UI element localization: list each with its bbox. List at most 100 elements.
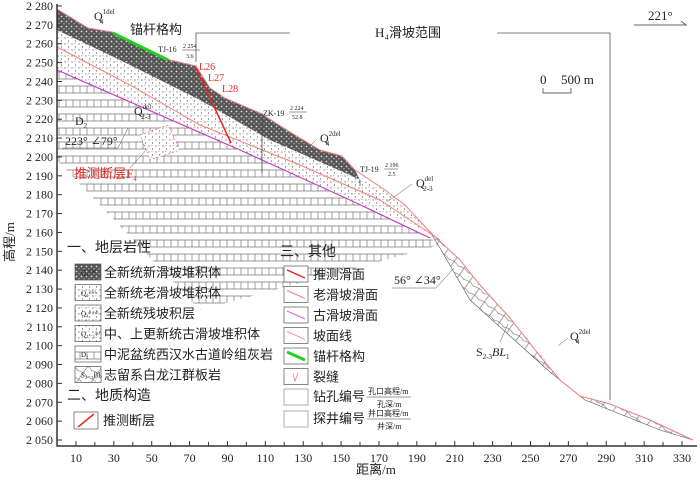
x-tick-label: 330 — [673, 451, 691, 465]
legend-strata-swatch — [74, 325, 102, 342]
y-tick-label: 2 120 — [26, 301, 53, 315]
legend-other-item: 推测滑面 — [283, 265, 365, 283]
landslide-range-box — [195, 32, 611, 400]
label-q4-2del-b: Q2del 4 — [570, 328, 591, 346]
legend-section-other: 三、其他 — [280, 244, 336, 260]
y-tick-label: 2 130 — [26, 282, 53, 296]
legend-strata-swatch — [74, 304, 102, 322]
bedrock-limestone — [57, 70, 440, 310]
x-tick-label: 90 — [221, 451, 233, 465]
y-tick-label: 2 250 — [26, 56, 53, 70]
tj19-bottom: 2.5 — [388, 172, 396, 178]
legend-fault-label: 推测断层 — [103, 413, 155, 428]
y-tick-label: 2 070 — [26, 395, 53, 409]
legend-strata-code: Q₄²ᵈᵉˡ — [81, 290, 97, 298]
legend-strata-code: Q₂₋₃ᵈᵉˡ — [81, 331, 101, 339]
y-tick-label: 2 060 — [26, 414, 53, 428]
legend: 一、地层岩性 Q₄¹ᵈᵉˡ 全新统新滑坡堆积体 Q₄²ᵈᵉˡ 全新统老滑坡堆积体 Q₄ᵉ… — [67, 240, 411, 431]
legend-other-item: 裂缝 — [283, 368, 339, 385]
legend-drill-bottom: 孔深/m — [377, 400, 402, 409]
legend-section-structure: 二、地质构造 — [67, 388, 151, 404]
legend-section-strata: 一、地层岩性 — [67, 240, 151, 256]
estimated-slide-surface — [195, 67, 232, 144]
legend-drill: 钻孔编号 孔口高程/m 孔深/m — [283, 386, 411, 409]
tj16-top: 2 254 — [183, 44, 197, 50]
zk19-top: 2 224 — [290, 106, 304, 112]
label-q4-1del: Q1del 4 — [94, 8, 115, 26]
x-tick-label: 270 — [559, 451, 577, 465]
y-tick-label: 2 180 — [26, 188, 53, 202]
y-tick-label: 2 280 — [26, 0, 53, 13]
attitude-2: 56° ∠34° — [394, 273, 441, 287]
y-tick-label: 2 210 — [26, 131, 53, 145]
legend-other-label: 推测滑面 — [313, 267, 365, 282]
legend-other-item: 锚杆格构 — [283, 347, 365, 365]
y-tick-label: 2 150 — [26, 244, 53, 258]
legend-other-label: 古滑坡滑面 — [313, 308, 378, 323]
legend-strata-swatch — [74, 345, 102, 363]
y-tick-label: 2 110 — [26, 320, 53, 334]
legend-other-label: 老滑坡滑面 — [313, 288, 378, 303]
legend-strata-item: Q₂₋₃ᵈᵉˡ 中、上更新统古滑坡堆积体 — [74, 325, 260, 342]
legend-strata-item: Q₄¹ᵈᵉˡ 全新统新滑坡堆积体 — [74, 263, 221, 281]
legend-well-label: 探井编号 — [313, 411, 365, 426]
legend-other-label: 坡面线 — [313, 329, 352, 344]
legend-strata-swatch — [74, 263, 102, 281]
y-tick-label: 2 220 — [26, 112, 53, 126]
label-fault-f4: 推测断层F4 — [74, 166, 137, 183]
x-tick-label: 190 — [408, 451, 426, 465]
label-zk19: ZK-19 — [263, 109, 284, 118]
crack-l26: L26 — [199, 62, 215, 73]
legend-other-label: 锚杆格构 — [313, 349, 365, 364]
y-tick-label: 2 240 — [26, 74, 53, 88]
label-tj16: TJ-16 — [158, 45, 177, 54]
y-tick-label: 2 050 — [26, 433, 53, 447]
direction-arrow: 221° — [634, 8, 688, 26]
x-tick-label: 10 — [70, 451, 82, 465]
legend-strata-swatch — [74, 284, 102, 301]
x-tick-label: 250 — [522, 451, 540, 465]
y-axis-label: 高程/m — [2, 222, 17, 262]
y-tick-label: 2 160 — [26, 225, 53, 239]
legend-strata-item: Q₄ᵉˡ⁺ᵈˡ 全新统残坡积层 — [74, 304, 195, 322]
y-tick-label: 2 170 — [26, 207, 53, 221]
x-tick-label: 230 — [484, 451, 502, 465]
scale-length: 500 m — [561, 72, 594, 87]
legend-strata-code: Q₄ᵉˡ⁺ᵈˡ — [81, 310, 99, 318]
legend-drill-label: 钻孔编号 — [313, 389, 365, 404]
tj16-bottom: 3.6 — [186, 54, 194, 60]
legend-strata-label: 全新统新滑坡堆积体 — [104, 265, 221, 280]
label-tj19: TJ-19 — [360, 165, 379, 174]
zk19-bottom: 52.8 — [292, 115, 303, 121]
annotations: Q1del 4 锚杆格构 TJ-16 2 254 3.6 L26 L27 L28 … — [62, 8, 591, 361]
legend-strata-item: S₂₋₃BL 志留系白龙江群板岩 — [74, 366, 221, 383]
scale-bar: 0 500 m — [540, 72, 594, 94]
label-q23-a: Qdel 2-3 — [134, 103, 151, 121]
x-tick-label: 110 — [257, 451, 275, 465]
y-tick-label: 2 260 — [26, 37, 53, 51]
boreholes — [174, 62, 361, 186]
x-tick-label: 130 — [294, 451, 312, 465]
geology-layers — [56, 8, 694, 441]
y-tick-label: 2 190 — [26, 169, 53, 183]
legend-strata-label: 全新统老滑坡堆积体 — [104, 286, 221, 301]
legend-strata-code: D₂ — [81, 351, 89, 359]
x-ticks: 10 30 50 70 90 110 130 150 170 190 210 230 250 270 290… — [70, 441, 691, 465]
y-tick-label: 2 200 — [26, 150, 53, 164]
y-ticks: 2 280 2 270 2 260 2 250 2 240 2 230 2 220 2 210… — [26, 0, 62, 447]
x-tick-label: 30 — [108, 451, 120, 465]
legend-well-bottom: 井深/m — [377, 421, 402, 431]
legend-well: 探井编号 井口高程/m 井深/m — [283, 408, 411, 431]
x-tick-label: 210 — [446, 451, 464, 465]
y-tick-label: 2 080 — [26, 376, 53, 390]
label-anchor-frame: 锚杆格构 — [130, 22, 182, 37]
x-tick-label: 170 — [370, 451, 388, 465]
x-axis-label: 距离/m — [356, 462, 396, 477]
legend-other-label: 裂缝 — [313, 370, 339, 385]
x-tick-label: 290 — [597, 451, 615, 465]
legend-strata-code: Q₄¹ᵈᵉˡ — [81, 269, 97, 277]
y-tick-label: 2 090 — [26, 358, 53, 372]
crack-l28: L28 — [222, 84, 238, 95]
